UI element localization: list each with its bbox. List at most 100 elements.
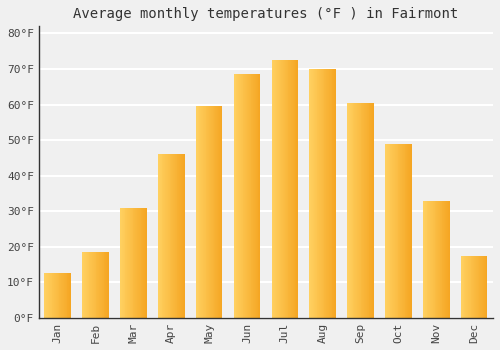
Bar (239, 74, 240, 318)
Bar (96, 252, 98, 318)
Bar (278, 60, 280, 318)
Bar (99, 252, 100, 318)
Bar (209, 106, 210, 318)
Bar (351, 103, 352, 318)
Bar (131, 208, 132, 318)
Bar (275, 60, 276, 318)
Bar (258, 74, 260, 318)
Bar (474, 256, 475, 318)
Bar (124, 208, 126, 318)
Bar (106, 252, 107, 318)
Bar (356, 103, 357, 318)
Bar (101, 252, 102, 318)
Bar (324, 69, 326, 318)
Bar (64, 273, 65, 318)
Bar (445, 201, 446, 318)
Bar (439, 201, 440, 318)
Bar (366, 103, 368, 318)
Bar (52, 273, 54, 318)
Bar (373, 103, 374, 318)
Bar (327, 69, 328, 318)
Bar (197, 106, 198, 318)
Bar (56, 273, 57, 318)
Bar (467, 256, 468, 318)
Bar (217, 106, 218, 318)
Bar (47, 273, 48, 318)
Bar (438, 201, 439, 318)
Bar (480, 256, 481, 318)
Bar (168, 154, 170, 318)
Bar (206, 106, 208, 318)
Bar (313, 69, 314, 318)
Bar (65, 273, 66, 318)
Bar (290, 60, 291, 318)
Bar (252, 74, 253, 318)
Bar (246, 74, 247, 318)
Bar (280, 60, 281, 318)
Bar (362, 103, 363, 318)
Bar (234, 74, 236, 318)
Bar (107, 252, 108, 318)
Bar (98, 252, 99, 318)
Bar (120, 208, 121, 318)
Bar (244, 74, 245, 318)
Bar (238, 74, 239, 318)
Bar (82, 252, 83, 318)
Bar (348, 103, 349, 318)
Bar (472, 256, 474, 318)
Bar (88, 252, 90, 318)
Bar (370, 103, 371, 318)
Bar (183, 154, 184, 318)
Bar (274, 60, 275, 318)
Bar (335, 69, 336, 318)
Bar (316, 69, 318, 318)
Bar (404, 144, 406, 318)
Bar (444, 201, 445, 318)
Bar (387, 144, 388, 318)
Bar (424, 201, 425, 318)
Bar (423, 201, 424, 318)
Bar (475, 256, 476, 318)
Bar (477, 256, 478, 318)
Bar (164, 154, 165, 318)
Bar (402, 144, 403, 318)
Bar (296, 60, 297, 318)
Bar (484, 256, 486, 318)
Bar (130, 208, 131, 318)
Bar (350, 103, 351, 318)
Bar (272, 60, 274, 318)
Bar (386, 144, 387, 318)
Bar (179, 154, 180, 318)
Bar (49, 273, 50, 318)
Bar (437, 201, 438, 318)
Bar (470, 256, 472, 318)
Bar (401, 144, 402, 318)
Bar (366, 103, 367, 318)
Bar (277, 60, 278, 318)
Bar (140, 208, 141, 318)
Bar (326, 69, 327, 318)
Bar (357, 103, 358, 318)
Bar (461, 256, 462, 318)
Bar (284, 60, 285, 318)
Bar (358, 103, 359, 318)
Bar (256, 74, 258, 318)
Bar (429, 201, 430, 318)
Bar (136, 208, 137, 318)
Bar (245, 74, 246, 318)
Bar (94, 252, 96, 318)
Bar (159, 154, 160, 318)
Bar (160, 154, 162, 318)
Bar (145, 208, 146, 318)
Bar (482, 256, 483, 318)
Bar (483, 256, 484, 318)
Bar (372, 103, 373, 318)
Bar (468, 256, 469, 318)
Bar (403, 144, 404, 318)
Bar (83, 252, 84, 318)
Bar (166, 154, 167, 318)
Bar (134, 208, 135, 318)
Bar (144, 208, 145, 318)
Bar (349, 103, 350, 318)
Bar (446, 201, 447, 318)
